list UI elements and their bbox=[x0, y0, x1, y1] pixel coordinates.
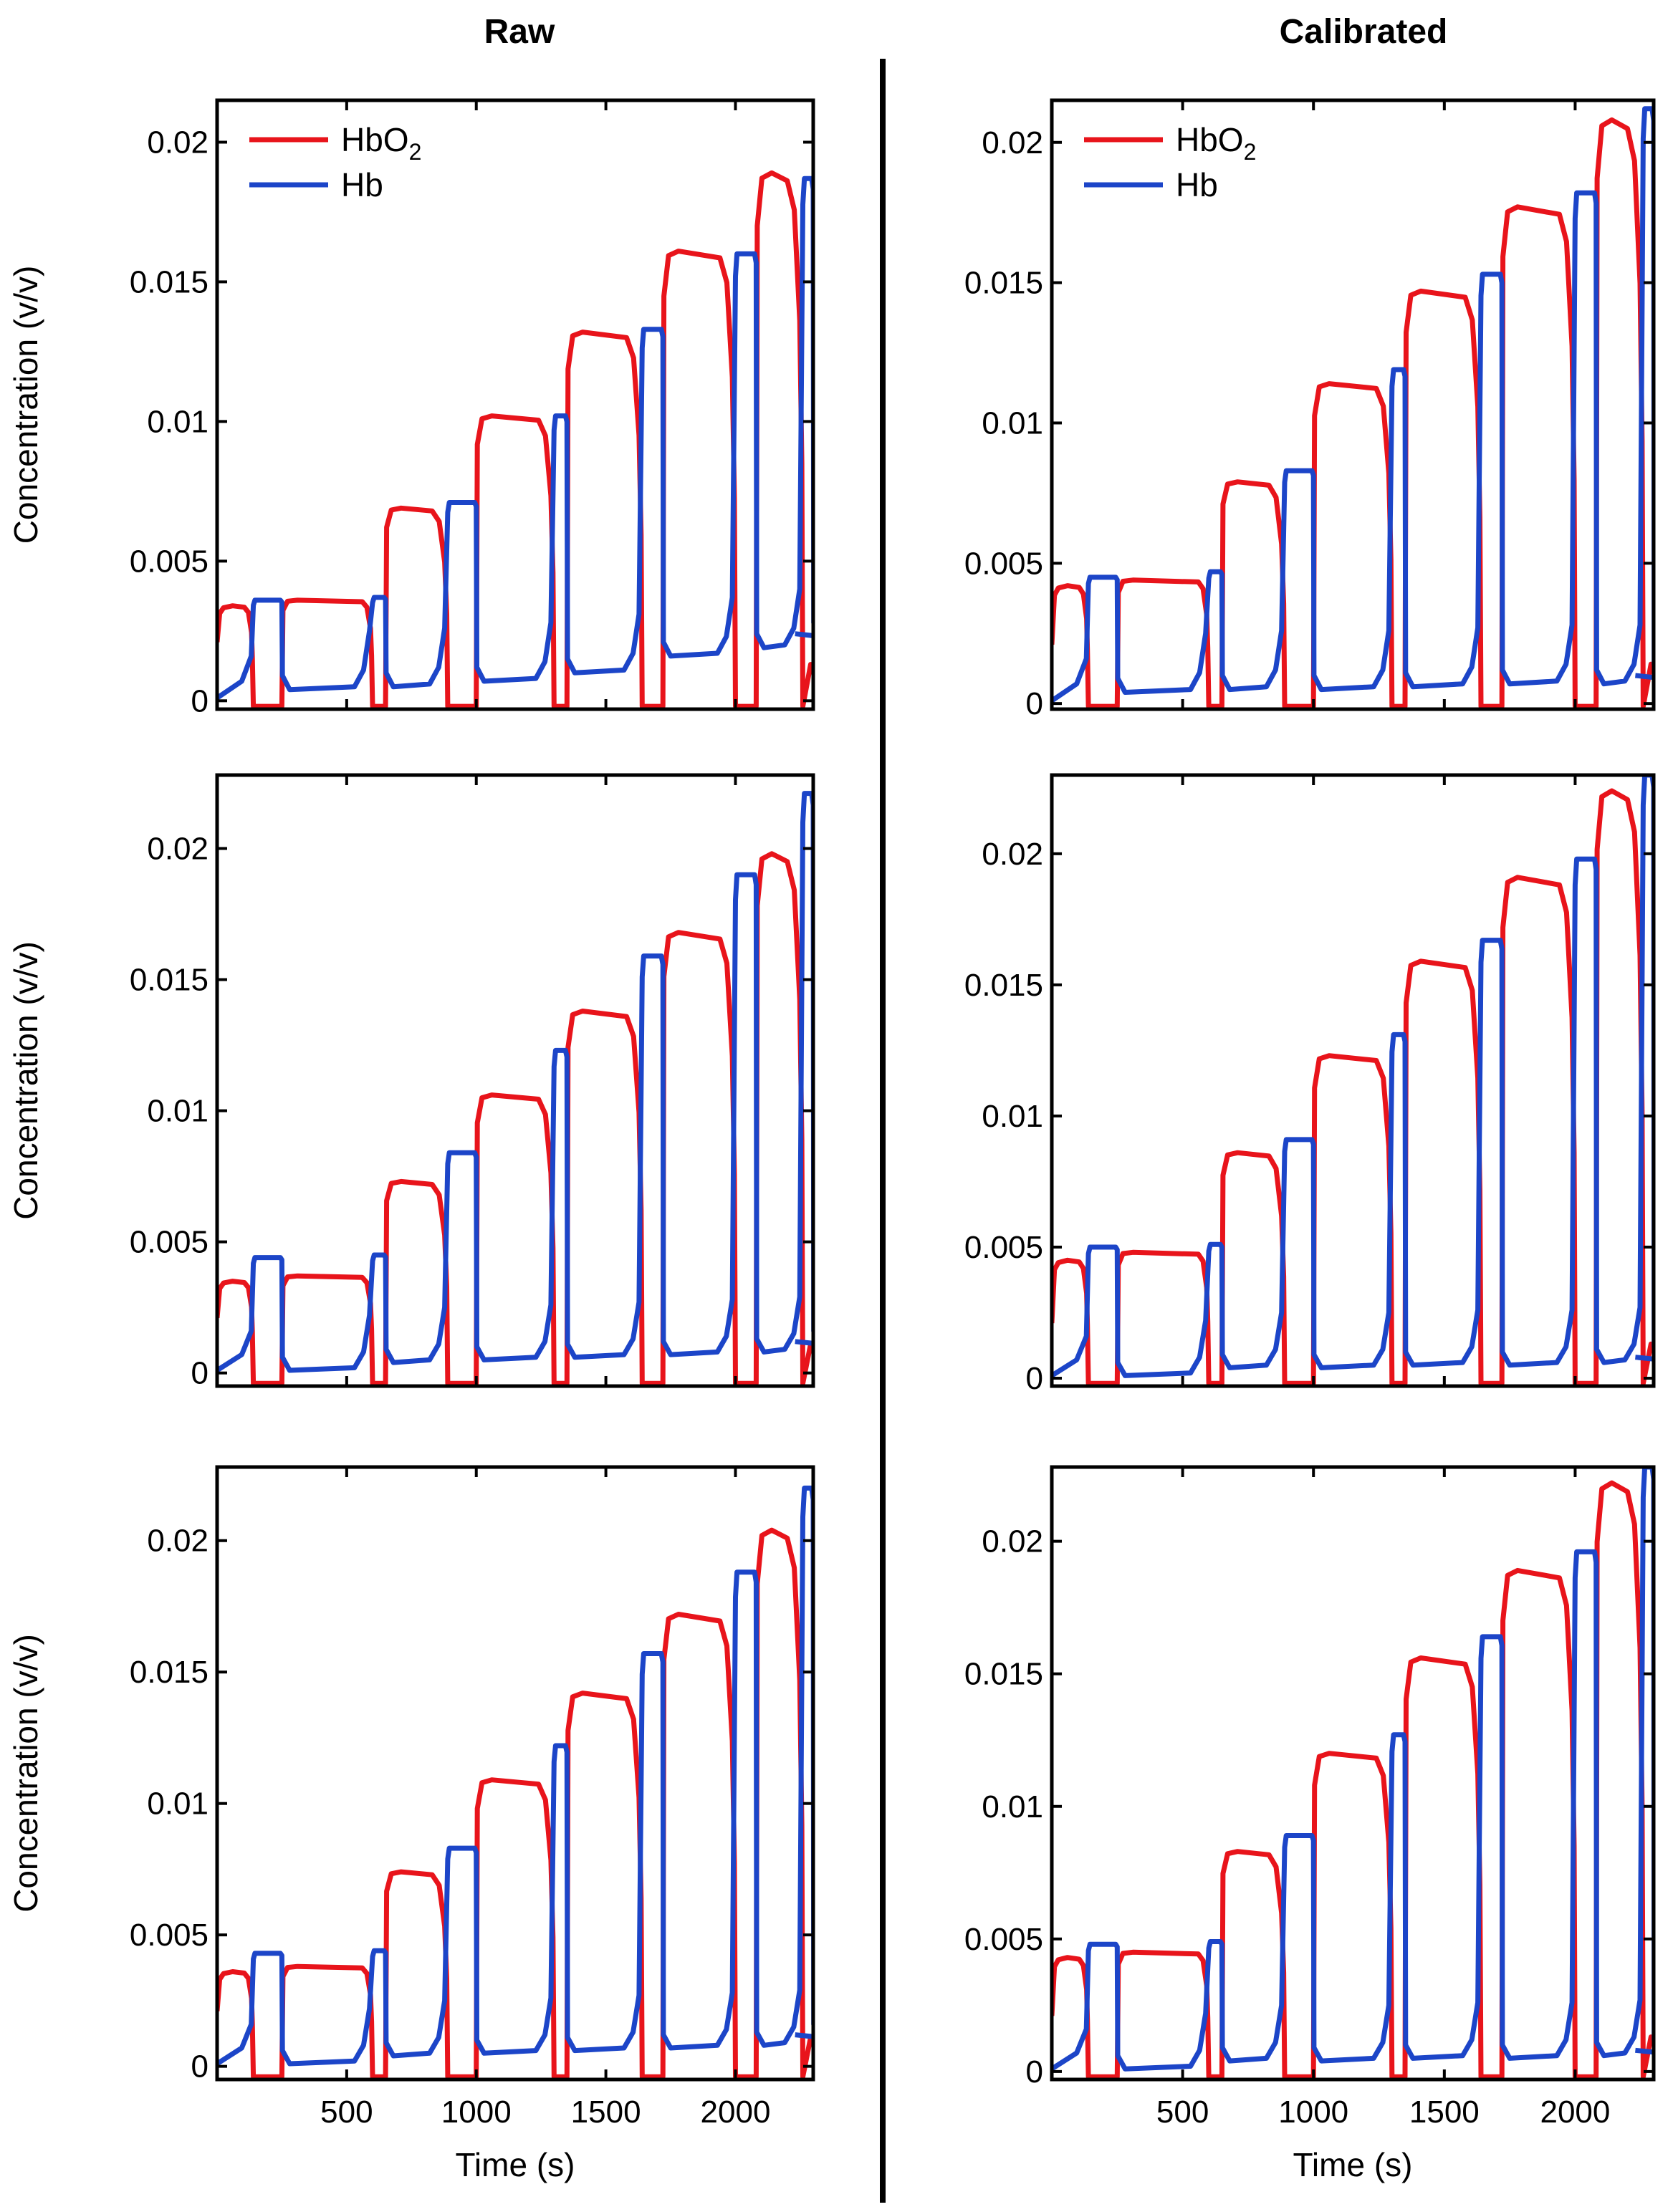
y-tick-label: 0.01 bbox=[147, 404, 208, 439]
y-tick-label: 0 bbox=[1026, 2054, 1043, 2090]
y-axis-label: Concentration (v/v) bbox=[7, 1634, 44, 1913]
axes-frame bbox=[1050, 1465, 1656, 2082]
axes-frame bbox=[215, 773, 815, 1388]
y-tick-label: 0 bbox=[191, 2049, 208, 2084]
x-axis-label: Time (s) bbox=[456, 2146, 575, 2183]
column-title-raw: Raw bbox=[484, 13, 555, 51]
y-tick-label: 0 bbox=[1026, 1361, 1043, 1396]
y-tick-label: 0.02 bbox=[982, 125, 1043, 160]
axes-frame bbox=[215, 98, 815, 711]
y-tick-label: 0.02 bbox=[147, 832, 208, 867]
x-tick-label: 500 bbox=[320, 2095, 373, 2130]
x-tick-label: 1000 bbox=[441, 2095, 512, 2130]
y-tick-label: 0.005 bbox=[130, 1225, 208, 1260]
y-tick-label: 0 bbox=[191, 683, 208, 718]
hbo2-series-line bbox=[1052, 788, 1654, 1386]
hb-series-line bbox=[1052, 775, 1654, 1378]
hbo2-series-line bbox=[217, 1527, 813, 2079]
y-tick-label: 0.015 bbox=[130, 963, 208, 998]
y-tick-label: 0 bbox=[191, 1356, 208, 1391]
y-tick-label: 0 bbox=[1026, 686, 1043, 721]
hb-series-line bbox=[217, 175, 813, 701]
y-tick-label: 0.015 bbox=[130, 264, 208, 299]
y-tick-label: 0.005 bbox=[964, 546, 1043, 581]
y-tick-label: 0.015 bbox=[130, 1655, 208, 1690]
hbo2-series-line bbox=[1052, 117, 1654, 709]
y-tick-label: 0.005 bbox=[964, 1922, 1043, 1957]
y-tick-label: 0.015 bbox=[964, 266, 1043, 301]
panel-calibrated-row2: 0 0.005 0.01 0.015 0.02 bbox=[964, 773, 1656, 1396]
x-tick-label: 1500 bbox=[571, 2095, 641, 2130]
hb-series-line bbox=[217, 1485, 813, 2067]
hbo2-series-line bbox=[217, 170, 813, 709]
x-tick-label: 1000 bbox=[1278, 2095, 1348, 2130]
hb-series-line bbox=[217, 791, 813, 1373]
y-tick-label: 0.01 bbox=[147, 1094, 208, 1129]
x-tick-label: 500 bbox=[1156, 2095, 1209, 2130]
x-tick-label: 2000 bbox=[1540, 2095, 1610, 2130]
y-tick-label: 0.01 bbox=[982, 405, 1043, 441]
column-title-calibrated: Calibrated bbox=[1280, 13, 1448, 51]
y-tick-label: 0.015 bbox=[964, 1657, 1043, 1692]
x-axis-label: Time (s) bbox=[1293, 2146, 1413, 2183]
y-tick-label: 0.01 bbox=[982, 1099, 1043, 1134]
y-axis-label: Concentration (v/v) bbox=[7, 941, 44, 1220]
legend-label-hbo2: HbO2 bbox=[341, 121, 421, 165]
axes-frame bbox=[1050, 773, 1656, 1388]
axes-frame bbox=[1050, 98, 1656, 711]
y-tick-label: 0.02 bbox=[147, 125, 208, 160]
y-tick-label: 0.02 bbox=[982, 837, 1043, 872]
y-axis-label: Concentration (v/v) bbox=[7, 266, 44, 544]
y-tick-label: 0.005 bbox=[130, 544, 208, 579]
legend-label-hbo2: HbO2 bbox=[1176, 121, 1256, 165]
legend-label-hb: Hb bbox=[1176, 166, 1218, 203]
y-tick-label: 0.01 bbox=[147, 1787, 208, 1822]
axes-frame bbox=[215, 1465, 815, 2082]
panel-raw-row1: 0 0.005 0.01 0.015 0.02 Concentration (v/v) Hb… bbox=[7, 98, 815, 718]
panel-calibrated-row3: 0 0.005 0.01 0.015 0.02 500 1000 1500 2000 Time (… bbox=[964, 1465, 1656, 2183]
x-tick-label: 1500 bbox=[1409, 2095, 1480, 2130]
y-tick-label: 0.02 bbox=[982, 1524, 1043, 1559]
panel-raw-row2: 0 0.005 0.01 0.015 0.02 Concentration (v/v) bbox=[7, 773, 815, 1391]
legend-label-hb: Hb bbox=[341, 166, 383, 203]
hb-series-line bbox=[1052, 1467, 1654, 2072]
y-tick-label: 0.01 bbox=[982, 1789, 1043, 1824]
hbo2-series-line bbox=[1052, 1480, 1654, 2079]
hb-series-line bbox=[1052, 106, 1654, 703]
panel-raw-row3: 0 0.005 0.01 0.015 0.02 500 1000 1500 2000 Time (… bbox=[7, 1465, 815, 2183]
x-tick-label: 2000 bbox=[701, 2095, 771, 2130]
y-tick-label: 0.02 bbox=[147, 1524, 208, 1559]
hbo2-series-line bbox=[217, 851, 813, 1386]
y-tick-label: 0.005 bbox=[964, 1230, 1043, 1265]
y-tick-label: 0.005 bbox=[130, 1918, 208, 1953]
y-tick-label: 0.015 bbox=[964, 968, 1043, 1003]
